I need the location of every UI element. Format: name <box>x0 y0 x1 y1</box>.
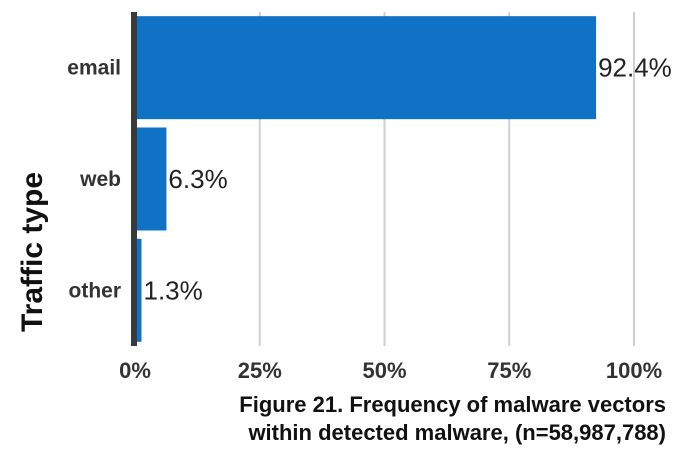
x-tick-label: 25% <box>238 358 282 383</box>
value-label: 1.3% <box>143 275 202 305</box>
bar-web <box>135 127 167 231</box>
x-tick-label: 75% <box>487 358 531 383</box>
x-tick-label: 0% <box>119 358 151 383</box>
bar-email <box>135 16 597 120</box>
x-tick-label: 100% <box>606 358 662 383</box>
category-label: web <box>79 168 121 191</box>
labels: 0% 25% 50% 75% 100% email 92.4% web 6.3% other 1.3… <box>67 53 672 383</box>
y-axis-title: Traffic type <box>16 172 49 332</box>
x-tick-label: 50% <box>362 358 406 383</box>
value-label: 6.3% <box>168 164 227 194</box>
caption-line: within detected malware, (n=58,987,788) <box>247 420 666 445</box>
value-label: 92.4% <box>598 53 672 83</box>
caption-line: Figure 21. Frequency of malware vectors <box>239 392 666 417</box>
figure-caption: Figure 21. Frequency of malware vectors w… <box>239 392 666 445</box>
category-label: email <box>67 57 121 80</box>
bars <box>135 16 597 342</box>
category-label: other <box>69 279 122 302</box>
bar-other <box>135 238 142 342</box>
